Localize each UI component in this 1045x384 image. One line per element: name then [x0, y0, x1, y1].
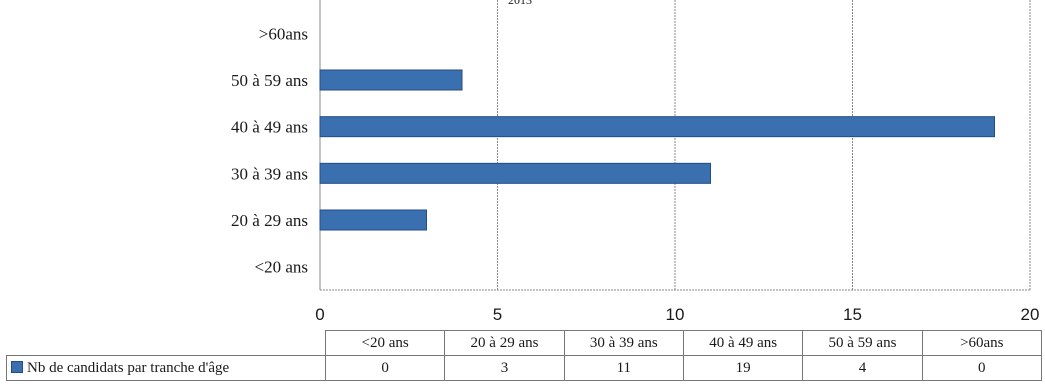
data-table-value-cell: 11: [563, 355, 684, 381]
bar: [319, 209, 427, 231]
chart-grid: [319, 0, 1031, 291]
bar: [319, 69, 463, 91]
data-table-header-cell: 40 à 49 ans: [682, 330, 804, 356]
data-table-header-cell: >60ans: [921, 330, 1042, 356]
legend-cell: Nb de candidats par tranche d'âge: [6, 355, 326, 381]
category-labels: <20 ans 20 à 29 ans 30 à 39 ans 40 à 49 ans…: [231, 24, 308, 276]
data-table-value-cell: 3: [444, 355, 565, 381]
data-table-header-cell: 30 à 39 ans: [563, 330, 684, 356]
bar-chart: 2013 <20 ans 20 à 29 ans 30 à 39 ans 40 à 4…: [231, 0, 1039, 324]
data-table-corner: [7, 331, 326, 356]
x-tick-label: 5: [493, 305, 502, 324]
x-tick-label: 0: [315, 305, 324, 324]
data-table-value-cell: 0: [921, 355, 1042, 381]
bar: [319, 162, 711, 184]
legend-label: Nb de candidats par tranche d'âge: [27, 359, 230, 376]
chart-title-fragment: 2013: [508, 0, 532, 7]
data-table-value-cell: 19: [682, 355, 804, 381]
bar-group: [319, 69, 995, 231]
data-table-value-cell: 0: [324, 355, 446, 381]
category-label: <20 ans: [255, 258, 309, 277]
data-table-header-cell: 20 à 29 ans: [444, 330, 565, 356]
category-label: >60ans: [259, 24, 308, 43]
data-table-value-cell: 4: [802, 355, 923, 381]
category-label: 30 à 39 ans: [231, 164, 308, 183]
category-label: 50 à 59 ans: [231, 71, 308, 90]
x-tick-label: 20: [1021, 305, 1040, 324]
data-table-value-row: Nb de candidats par tranche d'âge 0 3 11…: [6, 355, 1042, 381]
x-tick-labels: 0 5 10 15 20: [315, 305, 1039, 324]
legend-swatch-icon: [11, 360, 23, 373]
category-label: 20 à 29 ans: [231, 211, 308, 230]
x-tick-label: 15: [843, 305, 862, 324]
data-table: <20 ans 20 à 29 ans 30 à 39 ans 40 à 49 …: [6, 330, 1042, 381]
category-label: 40 à 49 ans: [231, 118, 308, 137]
data-table-header-cell: <20 ans: [324, 330, 446, 356]
data-table-header-cell: 50 à 59 ans: [802, 330, 923, 356]
bar: [319, 116, 995, 138]
x-tick-label: 10: [666, 305, 685, 324]
data-table-header-row: <20 ans 20 à 29 ans 30 à 39 ans 40 à 49 …: [7, 330, 1042, 356]
